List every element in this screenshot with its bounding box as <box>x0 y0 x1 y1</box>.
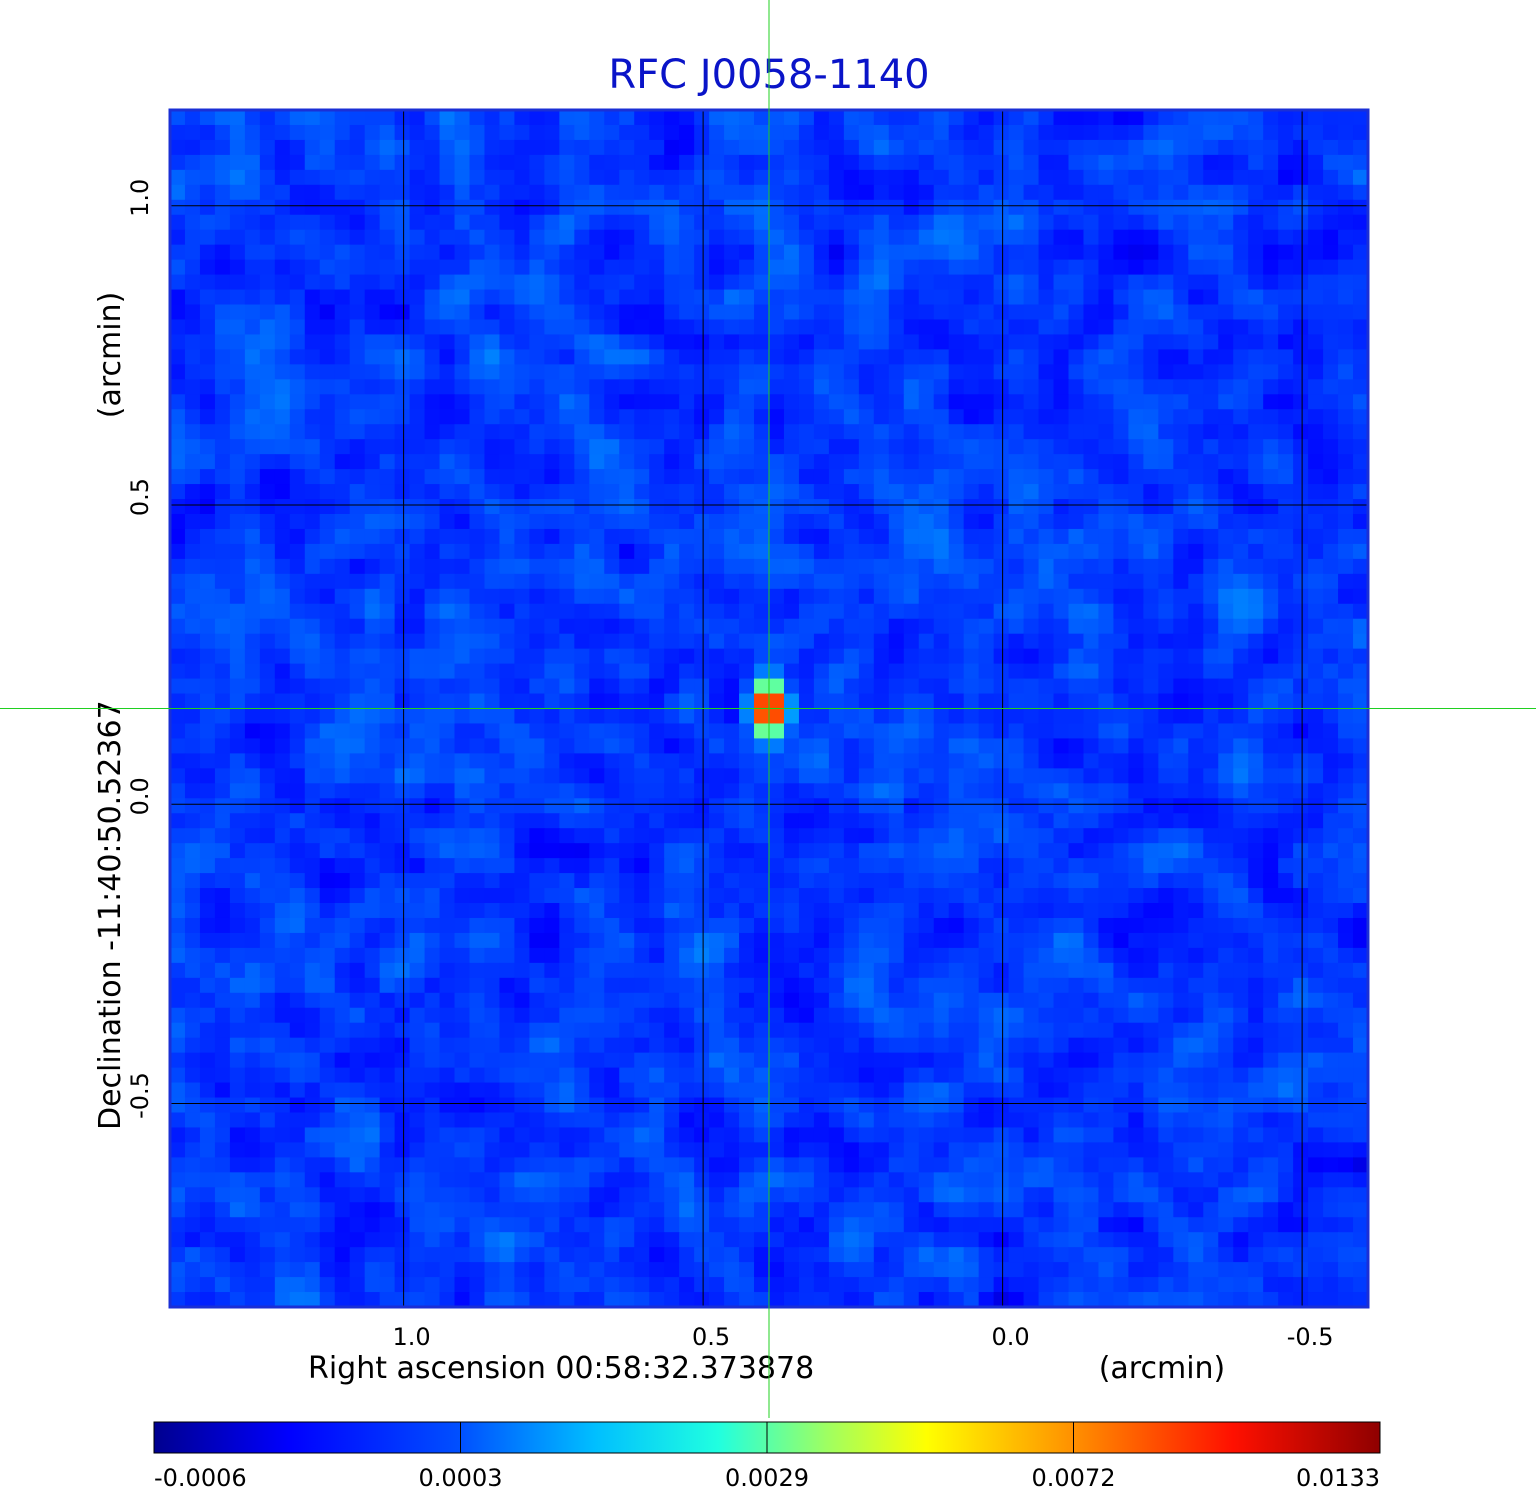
colorbar-tick-label: 0.0133 <box>1296 1464 1380 1492</box>
colorbar-tick-label: 0.0003 <box>419 1464 503 1492</box>
colorbar-tick-label: -0.0006 <box>154 1464 247 1492</box>
x-tick-label: -0.5 <box>1287 1323 1334 1351</box>
y-tick-label: 0.5 <box>126 478 154 516</box>
x-axis-unit: (arcmin) <box>1099 1351 1226 1386</box>
x-tick-label: 0.5 <box>692 1323 730 1351</box>
heatmap-image <box>170 110 1369 1308</box>
x-tick-label: 0.0 <box>992 1323 1030 1351</box>
x-axis-ticks: 1.0 0.5 0.0 -0.5 <box>393 1323 1334 1351</box>
crosshair <box>0 0 1536 1418</box>
y-tick-label: 1.0 <box>126 179 154 217</box>
y-axis-label: Declination -11:40:50.52367 <box>93 700 128 1130</box>
y-tick-label: -0.5 <box>126 1072 154 1119</box>
colorbar-ticks: -0.0006 0.0003 0.0029 0.0072 0.0133 <box>154 1422 1380 1492</box>
y-tick-label: 0.0 <box>126 777 154 815</box>
y-axis-unit: (arcmin) <box>93 292 128 419</box>
colorbar-tick-label: 0.0029 <box>725 1464 809 1492</box>
colorbar-tick-label: 0.0072 <box>1032 1464 1116 1492</box>
y-axis-ticks: 1.0 0.5 0.0 -0.5 <box>126 179 154 1119</box>
x-axis-label: Right ascension 00:58:32.373878 <box>308 1351 814 1386</box>
x-tick-label: 1.0 <box>393 1323 431 1351</box>
